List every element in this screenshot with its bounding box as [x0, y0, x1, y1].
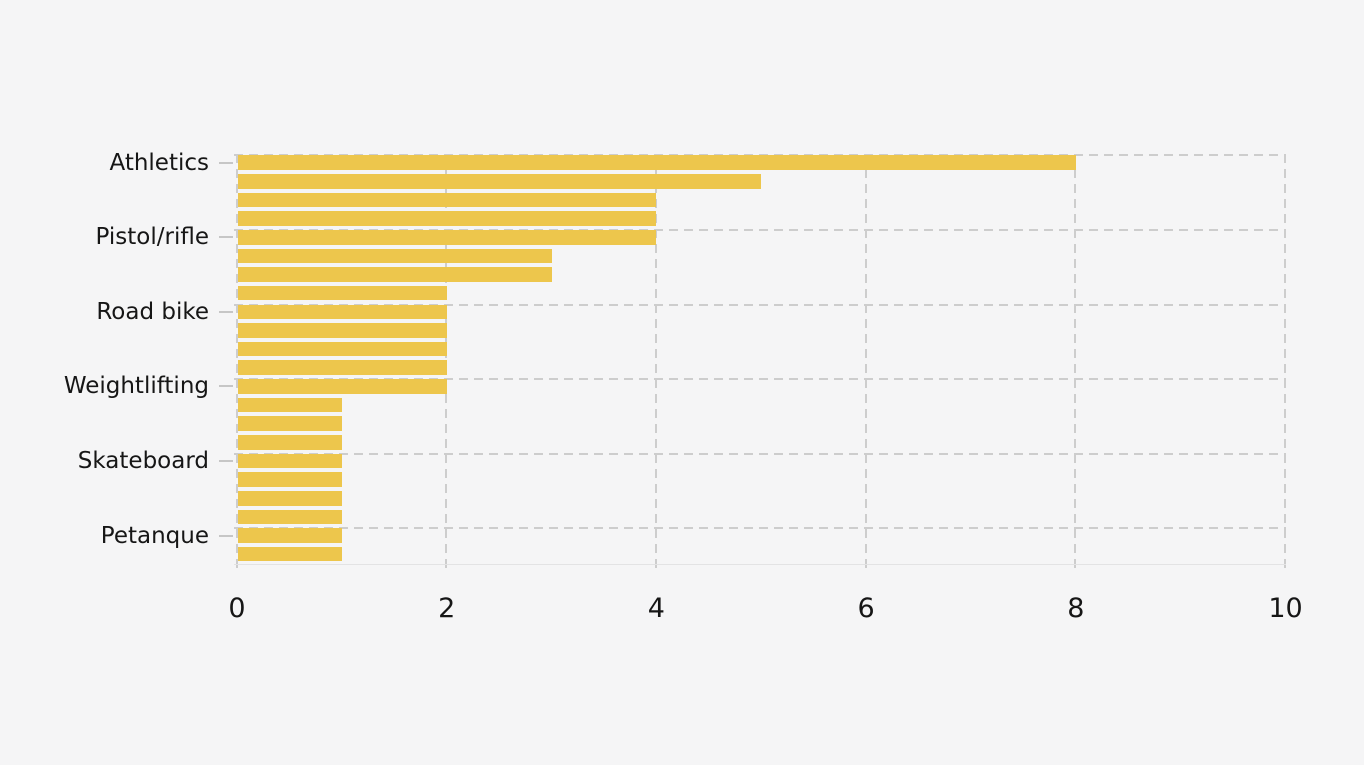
gridline-vertical — [654, 154, 657, 570]
gridline-horizontal — [234, 303, 1286, 306]
gridline-vertical — [1284, 154, 1286, 570]
gridline-horizontal — [234, 527, 1286, 530]
gridline-horizontal — [234, 228, 1286, 231]
gridline-vertical — [864, 154, 867, 570]
x-tick-label: 6 — [857, 593, 875, 624]
bar — [238, 546, 342, 562]
y-tick-mark — [219, 236, 233, 239]
y-tick-label: Road bike — [96, 298, 209, 325]
bar — [238, 453, 342, 469]
bar — [238, 304, 447, 320]
bar — [238, 360, 447, 376]
bar — [238, 379, 447, 394]
y-tick-mark — [219, 385, 233, 388]
gridline-horizontal — [234, 452, 1286, 455]
y-tick-label: Weightlifting — [63, 373, 209, 400]
bar — [238, 285, 447, 301]
y-tick-mark — [219, 161, 233, 164]
bar — [238, 192, 657, 208]
y-tick-label: Athletics — [109, 149, 209, 176]
gridline-vertical — [235, 154, 238, 570]
bar — [238, 211, 657, 226]
x-tick-label: 2 — [438, 593, 456, 624]
bar — [238, 229, 657, 245]
y-tick-mark — [219, 459, 233, 462]
x-tick-label: 8 — [1067, 593, 1085, 624]
gridline-vertical — [1074, 154, 1077, 570]
gridline-horizontal — [234, 378, 1286, 381]
bar — [238, 397, 342, 413]
y-tick-label: Petanque — [100, 522, 209, 549]
y-tick-label: Skateboard — [77, 447, 209, 474]
x-tick-label: 4 — [647, 593, 665, 624]
bar — [238, 155, 1076, 170]
y-tick-mark — [219, 310, 233, 313]
x-axis-line — [234, 564, 1286, 565]
bar — [238, 528, 342, 543]
bar — [238, 323, 447, 338]
bar — [238, 267, 552, 282]
bar — [238, 435, 342, 450]
y-tick-label: Pistol/rifle — [95, 224, 209, 251]
x-tick-label: 10 — [1268, 593, 1303, 624]
bar — [238, 509, 342, 525]
bar — [238, 248, 552, 264]
bar — [238, 472, 342, 487]
bar — [238, 416, 342, 431]
bar — [238, 174, 762, 189]
x-tick-label: 0 — [228, 593, 246, 624]
bar — [238, 341, 447, 357]
bar — [238, 490, 342, 506]
y-tick-mark — [219, 534, 233, 537]
